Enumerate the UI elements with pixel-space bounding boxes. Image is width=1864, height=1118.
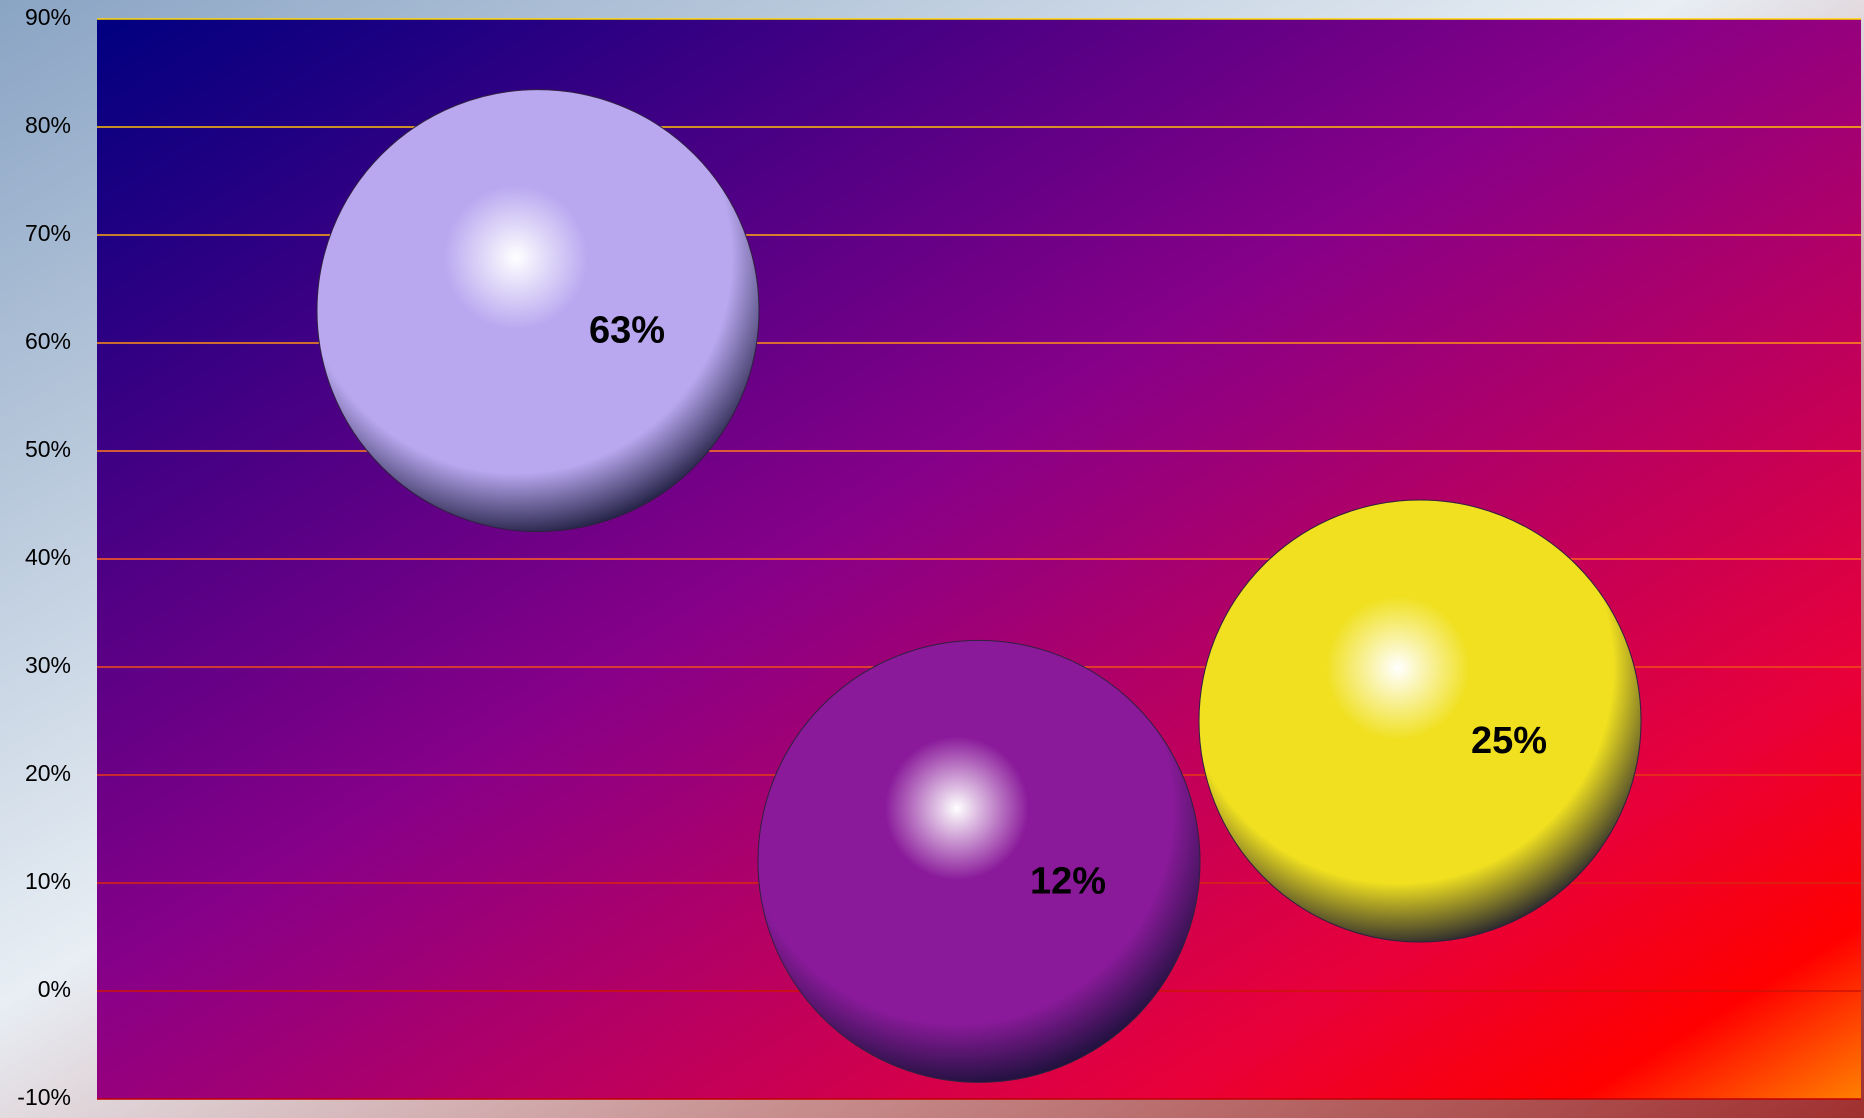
y-tick-label: 50% [25, 436, 71, 462]
y-tick-label: 80% [25, 112, 71, 138]
y-tick-label: 20% [25, 760, 71, 786]
y-tick-label: 30% [25, 652, 71, 678]
bubble [1198, 499, 1642, 943]
y-tick-label: 70% [25, 220, 71, 246]
bubble [757, 639, 1201, 1083]
y-tick-label: 40% [25, 544, 71, 570]
y-tick-label: 10% [25, 868, 71, 894]
data-label: 12% [1030, 860, 1106, 902]
y-tick-label: 90% [25, 4, 71, 30]
y-tick-label: 60% [25, 328, 71, 354]
data-label: 25% [1471, 720, 1547, 762]
y-tick-label: -10% [17, 1084, 71, 1110]
data-label: 63% [589, 310, 665, 352]
bubble [316, 89, 760, 533]
y-tick-label: 0% [38, 976, 71, 1002]
